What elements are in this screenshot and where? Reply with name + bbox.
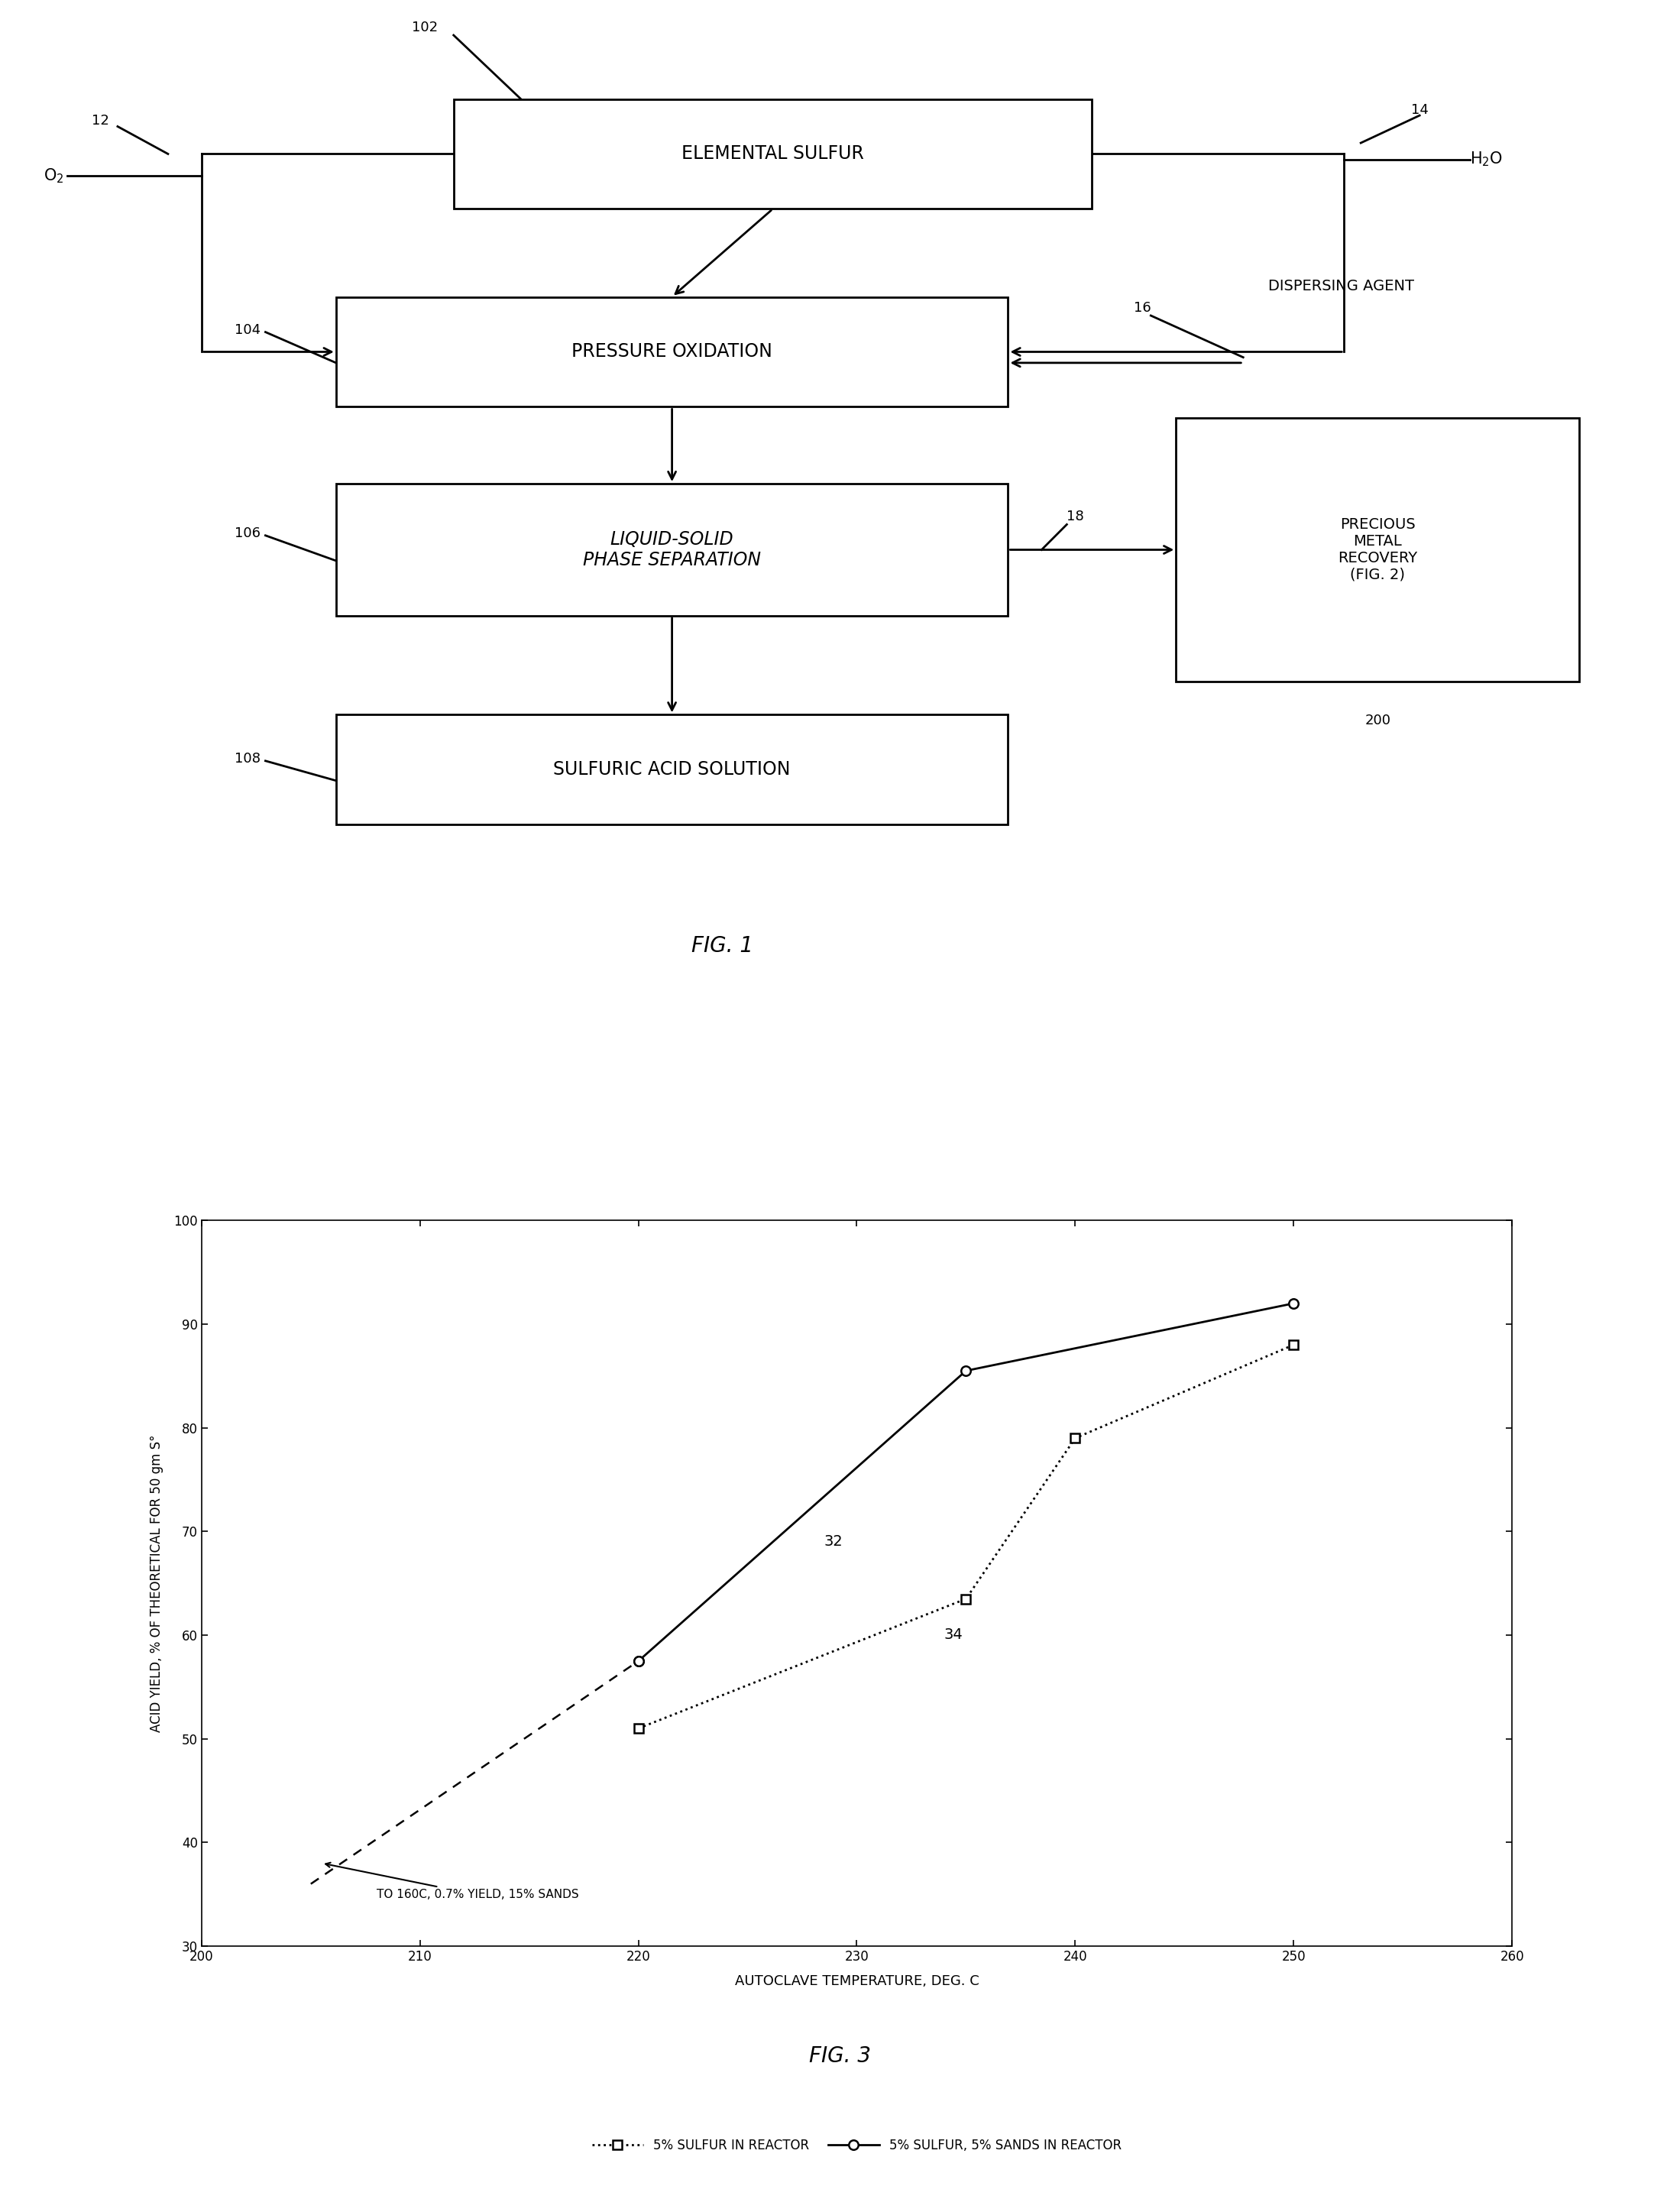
FancyBboxPatch shape — [454, 99, 1092, 209]
FancyBboxPatch shape — [336, 484, 1008, 616]
Text: 16: 16 — [1134, 301, 1151, 314]
Text: 12: 12 — [92, 114, 109, 128]
Text: LIQUID-SOLID
PHASE SEPARATION: LIQUID-SOLID PHASE SEPARATION — [583, 530, 761, 570]
X-axis label: AUTOCLAVE TEMPERATURE, DEG. C: AUTOCLAVE TEMPERATURE, DEG. C — [734, 1975, 979, 1988]
Text: FIG. 3: FIG. 3 — [810, 2045, 870, 2067]
Text: 32: 32 — [823, 1535, 843, 1548]
Text: 106: 106 — [235, 526, 260, 541]
Text: ELEMENTAL SULFUR: ELEMENTAL SULFUR — [682, 145, 864, 163]
Text: 104: 104 — [234, 323, 260, 336]
Text: $\mathregular{O_2}$: $\mathregular{O_2}$ — [44, 167, 64, 185]
Legend: 5% SULFUR IN REACTOR, 5% SULFUR, 5% SANDS IN REACTOR: 5% SULFUR IN REACTOR, 5% SULFUR, 5% SAND… — [586, 2133, 1127, 2157]
Text: 200: 200 — [1364, 712, 1391, 728]
FancyBboxPatch shape — [1176, 418, 1579, 682]
Text: 14: 14 — [1411, 103, 1428, 117]
Text: 102: 102 — [412, 20, 438, 35]
Text: $\mathregular{H_2O}$: $\mathregular{H_2O}$ — [1470, 150, 1504, 169]
FancyBboxPatch shape — [336, 297, 1008, 407]
Text: PRESSURE OXIDATION: PRESSURE OXIDATION — [571, 343, 773, 361]
Text: TO 160C, 0.7% YIELD, 15% SANDS: TO 160C, 0.7% YIELD, 15% SANDS — [326, 1863, 578, 1900]
Text: PRECIOUS
METAL
RECOVERY
(FIG. 2): PRECIOUS METAL RECOVERY (FIG. 2) — [1337, 517, 1418, 583]
Text: DISPERSING AGENT: DISPERSING AGENT — [1268, 279, 1415, 292]
Y-axis label: ACID YIELD, % OF THEORETICAL FOR 50 gm S°: ACID YIELD, % OF THEORETICAL FOR 50 gm S… — [150, 1434, 163, 1733]
Text: 108: 108 — [235, 752, 260, 765]
FancyBboxPatch shape — [336, 715, 1008, 825]
Text: 34: 34 — [944, 1627, 963, 1643]
Text: 18: 18 — [1067, 510, 1084, 523]
Text: FIG. 1: FIG. 1 — [692, 935, 753, 957]
Text: SULFURIC ACID SOLUTION: SULFURIC ACID SOLUTION — [553, 761, 791, 778]
